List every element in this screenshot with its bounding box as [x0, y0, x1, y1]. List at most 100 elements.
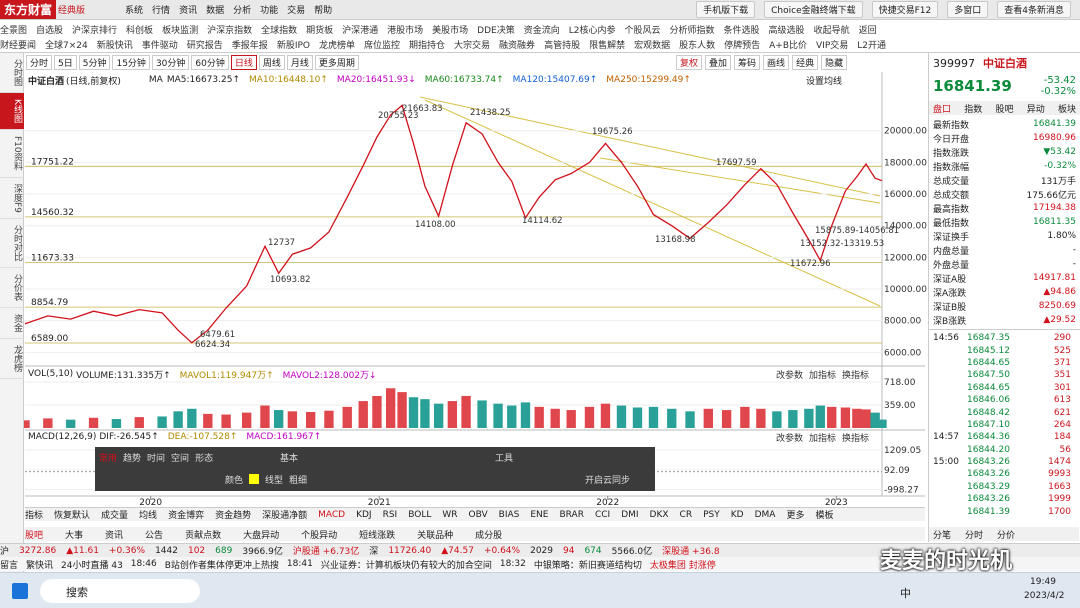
- trade-cell: 16843.26: [967, 494, 1010, 505]
- stat-label: 今日开盘: [933, 134, 970, 145]
- bottom-tab: 短线涨跌: [359, 530, 396, 541]
- news-item: 18:46: [130, 559, 157, 569]
- trade-row: 16841.39 1700: [929, 505, 1080, 517]
- trade-cell: 1700: [1048, 506, 1071, 517]
- stat-row: 深A涨跌 ▲94.86: [929, 285, 1080, 299]
- volume-bar: [721, 410, 732, 428]
- nav-link: 宏观数据: [634, 41, 671, 51]
- volume-bar: [788, 410, 798, 428]
- status-item: 深: [369, 547, 379, 557]
- trade-cell: 1663: [1048, 481, 1071, 492]
- price-annotation: 21663.83: [402, 104, 443, 114]
- tool-button: 筹码: [734, 54, 761, 70]
- nav-link: 美股市场: [432, 25, 469, 36]
- start-icon[interactable]: [12, 583, 28, 599]
- trade-row: 16844.65 371: [929, 357, 1080, 369]
- trade-cell: 621: [1053, 407, 1071, 418]
- level-label: 6589.00: [31, 334, 68, 344]
- bottom-tab: 贡献点数: [185, 530, 222, 541]
- opt-color: 颜色: [225, 475, 244, 486]
- ma-label: MA: [148, 75, 163, 85]
- panel-tool: 加指标: [809, 371, 837, 381]
- side-tab: F10资料: [0, 130, 24, 178]
- price-tick-label: 10000.00: [884, 285, 927, 295]
- ma-setting: 设置均线: [806, 77, 843, 87]
- price-annotation: 20755.23: [378, 111, 419, 121]
- volume-bar: [756, 408, 766, 428]
- panel-tool: 改参数: [776, 371, 804, 381]
- status-item: 674: [584, 545, 602, 556]
- quote-bottom-tab: 分价: [997, 530, 1016, 541]
- ime[interactable]: 中: [900, 587, 911, 600]
- nav-link: 沪深京指数: [207, 25, 253, 36]
- volume-bar: [685, 411, 695, 428]
- nav-link: 事件驱动: [141, 41, 178, 51]
- indicator-tab: 深股通净额: [262, 511, 308, 521]
- divider: [929, 329, 1080, 330]
- trade-cell: 15:00: [933, 457, 959, 468]
- price-tick-label: 20000.00: [884, 127, 927, 137]
- stat-row: 最低指数 16811.35: [929, 215, 1080, 229]
- stat-value: -0.32%: [1044, 161, 1076, 171]
- menu-item: 资讯: [179, 6, 198, 16]
- quote-tab: 指数: [964, 104, 983, 115]
- ma-value: MA250:15299.49↑: [606, 75, 691, 85]
- trade-cell: 16847.10: [967, 419, 1010, 430]
- volume-bar: [358, 401, 368, 428]
- volume-bar: [273, 410, 284, 428]
- period-tab: 5分钟: [78, 54, 111, 70]
- period-tab: 月线: [286, 54, 313, 70]
- status-item: 94: [563, 545, 575, 556]
- bottom-tab: 大盘异动: [243, 530, 280, 541]
- volume-bar: [111, 419, 122, 428]
- stat-label: 内盘总量: [933, 246, 970, 257]
- stat-row: 深证B股 8250.69: [929, 299, 1080, 313]
- status-item: 深股通 +36.8: [662, 547, 720, 557]
- bottom-tab: 公告: [145, 530, 164, 541]
- stat-value: 14917.81: [1033, 273, 1076, 283]
- stat-label: 外盘总量: [933, 260, 970, 271]
- volume-bar: [420, 399, 430, 428]
- nav-link: 沪深京排行: [72, 25, 118, 36]
- stat-label: 深A涨跌: [933, 288, 967, 299]
- news-item: 中银策略：新旧赛道结构切: [533, 560, 642, 571]
- nav-link: 财经要闻: [0, 41, 37, 51]
- stat-row: 深证换手 1.80%: [929, 229, 1080, 243]
- volume-bar: [187, 408, 197, 428]
- nav-link: 高管持股: [544, 41, 581, 51]
- menu-item: 分析: [233, 6, 252, 16]
- stat-value: 131万手: [1040, 176, 1076, 187]
- volume-bar: [840, 407, 851, 428]
- volume-bar: [534, 406, 544, 428]
- ma-value: MA5:16673.25↑: [166, 75, 240, 85]
- status-item: 2029: [530, 545, 553, 556]
- price-tick-label: 16000.00: [884, 190, 927, 200]
- trade-row: 14:57 16844.36 184: [929, 431, 1080, 443]
- stat-value: -: [1072, 245, 1076, 255]
- price: 16841.39: [933, 77, 1012, 95]
- color-swatch: [249, 474, 260, 484]
- opt-line: 线型: [265, 475, 284, 486]
- top-button: Choice金融终端下载: [764, 1, 863, 18]
- side-tab: 深度F9: [0, 178, 24, 220]
- price-annotation: 6479.61: [200, 330, 235, 340]
- volume-bar: [324, 410, 334, 428]
- nav-link: 大宗交易: [454, 41, 491, 51]
- nav-link: 分析师指数: [669, 25, 715, 36]
- price-annotation: 10693.82: [270, 275, 311, 285]
- volume-bar: [88, 417, 99, 428]
- menu-item: 系统: [125, 6, 144, 16]
- stat-value: 17194.38: [1033, 203, 1076, 213]
- stat-row: 指数涨幅 -0.32%: [929, 159, 1080, 173]
- indicator-tab: DMA: [754, 509, 776, 520]
- macd-tick-label: 92.09: [884, 466, 910, 476]
- search-box[interactable]: 搜索: [40, 579, 200, 603]
- volume-bar: [550, 408, 560, 428]
- period-tab: 日线: [230, 54, 257, 70]
- menu-item: 交易: [287, 6, 306, 16]
- stat-value: -: [1072, 259, 1076, 269]
- indicator-tab: MACD: [318, 509, 346, 520]
- bottom-tab: 关联品种: [417, 530, 454, 541]
- trade-row: 16843.26 1999: [929, 493, 1080, 505]
- trade-cell: 16844.36: [967, 432, 1010, 443]
